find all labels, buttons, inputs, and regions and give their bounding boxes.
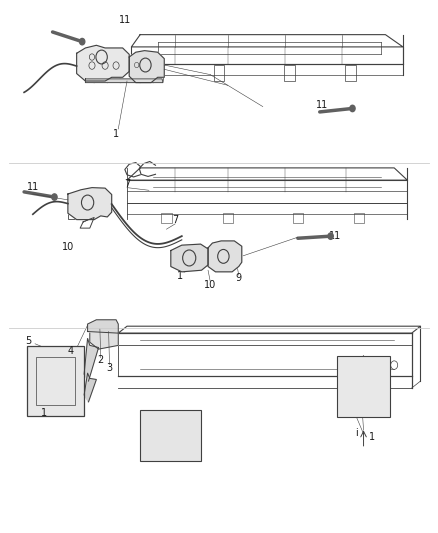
Circle shape	[80, 38, 85, 45]
Text: 11: 11	[316, 100, 328, 110]
Bar	[68, 205, 81, 219]
Bar	[293, 213, 303, 223]
Bar	[214, 65, 224, 81]
Bar	[152, 65, 163, 81]
Bar	[345, 65, 356, 81]
Bar	[354, 213, 364, 223]
Circle shape	[328, 233, 333, 239]
Polygon shape	[208, 241, 242, 272]
Text: 7: 7	[124, 179, 130, 189]
Bar	[27, 346, 84, 416]
Circle shape	[108, 329, 111, 332]
Circle shape	[350, 105, 355, 111]
Polygon shape	[84, 373, 96, 402]
Polygon shape	[171, 244, 208, 272]
Text: i: i	[356, 428, 358, 438]
Circle shape	[237, 254, 240, 257]
Polygon shape	[85, 79, 163, 83]
Polygon shape	[88, 320, 118, 333]
Text: 5: 5	[25, 336, 32, 346]
Bar	[284, 65, 294, 81]
Text: 11: 11	[27, 182, 39, 192]
Text: 3: 3	[106, 363, 113, 373]
Text: 9: 9	[236, 273, 242, 283]
Bar	[161, 213, 172, 223]
Text: 1: 1	[177, 271, 183, 280]
Polygon shape	[90, 333, 118, 349]
Bar	[337, 356, 390, 417]
Bar	[36, 357, 75, 405]
Bar	[346, 365, 381, 407]
Circle shape	[237, 263, 240, 266]
Text: 4: 4	[68, 346, 74, 356]
Bar	[149, 420, 193, 451]
Circle shape	[99, 326, 102, 329]
Text: 1: 1	[369, 432, 375, 442]
Polygon shape	[68, 188, 112, 220]
Text: 10: 10	[204, 280, 216, 289]
Polygon shape	[77, 45, 129, 81]
Text: 1: 1	[113, 130, 119, 139]
Circle shape	[52, 194, 57, 200]
Text: 10: 10	[62, 242, 74, 252]
Bar	[223, 213, 233, 223]
Bar	[140, 410, 201, 461]
Text: 1: 1	[41, 408, 47, 418]
Text: 11: 11	[329, 231, 341, 240]
Text: 2: 2	[98, 356, 104, 365]
Text: 7: 7	[172, 215, 178, 224]
Polygon shape	[129, 51, 164, 83]
Polygon shape	[84, 338, 99, 381]
Circle shape	[237, 259, 240, 262]
Text: 11: 11	[119, 15, 131, 25]
